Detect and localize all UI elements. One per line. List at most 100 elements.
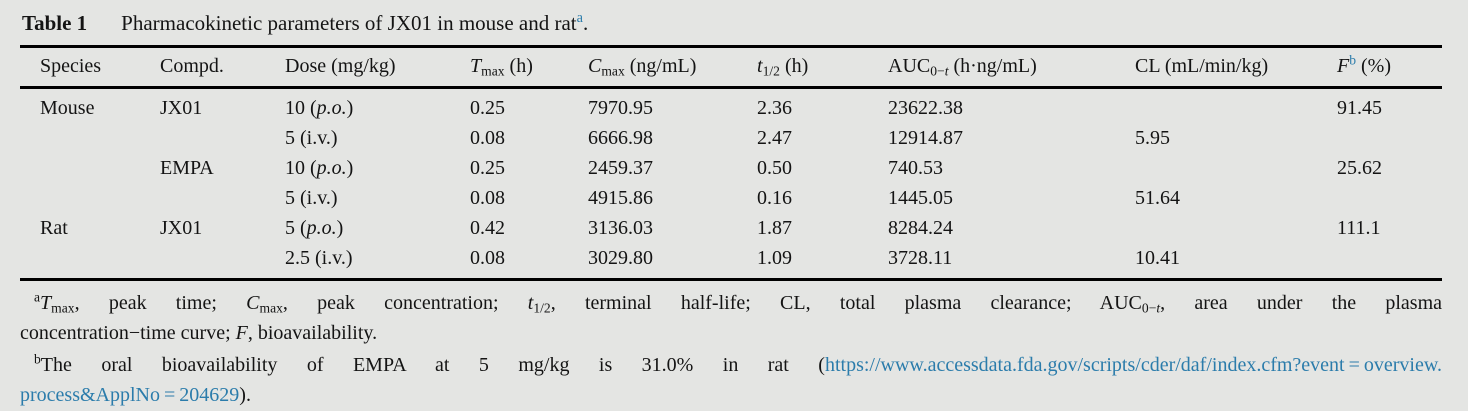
table-title: Table 1 Pharmacokinetic parameters of JX0… [20,0,1442,45]
cell-auc: 3728.11 [888,243,1135,280]
footnote-marker-a: a [576,10,583,27]
footnote-a-line: aTmax, peak time; Cmax, peak concentrati… [20,288,1442,318]
footnote-a-line: concentration−time curve; F, bioavailabi… [20,318,1442,348]
col-header-thalf: t1/2 (h) [757,46,888,89]
text-run: Dose (mg/kg) [285,55,396,77]
table-body: Mouse JX01 10 (p.o.) 0.25 7970.95 2.36 23622.3… [20,88,1442,280]
text-run: 0.08 [470,127,505,149]
text-run: 1.87 [757,217,792,239]
text-run: max [51,300,75,316]
text-run: p.o. [316,157,347,179]
text-run: 5 (i.v.) [285,187,338,209]
cell-compd: JX01 [160,213,285,243]
text-run: 91.45 [1337,97,1382,119]
cell-cl [1135,213,1337,243]
cell-dose: 10 (p.o.) [285,88,470,124]
cell-thalf: 2.36 [757,88,888,124]
text-run: , area under the plasma [1160,292,1443,314]
cell-auc: 23622.38 [888,88,1135,124]
cell-tmax: 0.42 [470,213,588,243]
text-run: , terminal half-life; CL, total plasma c… [550,292,1142,314]
text-run: (h·ng/mL) [948,55,1037,77]
col-header-dose: Dose (mg/kg) [285,46,470,89]
table-label: Table 1 [22,11,88,35]
cell-cl: 51.64 [1135,183,1337,213]
text-run: Rat [40,217,68,239]
text-run: 5 (i.v.) [285,127,338,149]
cell-tmax: 0.08 [470,243,588,280]
col-header-species: Species [20,46,160,89]
text-run: 10 ( [285,97,317,119]
cell-compd: EMPA [160,153,285,183]
cell-cl [1135,88,1337,124]
text-run: , peak time; [74,292,247,314]
text-run: 5.95 [1135,127,1170,149]
cell-compd [160,123,285,153]
text-run: 1.09 [757,247,792,269]
text-run: F [235,322,248,344]
cell-species [20,183,160,213]
footnote-b-line: bThe oral bioavailability of EMPA at 5 m… [20,350,1442,380]
cell-thalf: 0.16 [757,183,888,213]
cell-auc: 8284.24 [888,213,1135,243]
cell-tmax: 0.08 [470,183,588,213]
text-run: 3029.80 [588,247,653,269]
table-row: 2.5 (i.v.) 0.08 3029.80 1.09 3728.11 10.41 [20,243,1442,280]
cell-auc: 12914.87 [888,123,1135,153]
footnotes: aTmax, peak time; Cmax, peak concentrati… [20,288,1442,410]
text-run: 12914.87 [888,127,963,149]
text-run: , bioavailability. [247,322,378,344]
footnote-marker-b: b [1349,52,1357,68]
cell-cmax: 6666.98 [588,123,757,153]
text-run: t [527,292,534,314]
fda-link[interactable]: https://www.accessdata.fda.gov/scripts/c… [824,354,1442,376]
text-run: 2.36 [757,97,792,119]
text-run: JX01 [160,97,203,119]
cell-f [1337,183,1442,213]
cell-cl: 5.95 [1135,123,1337,153]
footnote-b: bThe oral bioavailability of EMPA at 5 m… [20,350,1442,410]
text-run: 6666.98 [588,127,653,149]
text-run: 2459.37 [588,157,653,179]
text-run: C [588,55,602,77]
cell-species: Mouse [20,88,160,124]
text-run: (%) [1356,55,1391,77]
cell-dose: 5 (p.o.) [285,213,470,243]
text-run: 4915.86 [588,187,653,209]
text-run: 10.41 [1135,247,1180,269]
text-run: CL (mL/min/kg) [1135,55,1269,77]
text-run: EMPA [160,157,214,179]
text-run: p.o. [306,217,337,239]
text-run: ) [346,97,354,119]
cell-cmax: 3029.80 [588,243,757,280]
col-header-auc: AUC0−t (h·ng/mL) [888,46,1135,89]
cell-compd [160,183,285,213]
text-run: (ng/mL) [624,55,697,77]
text-run: 25.62 [1337,157,1382,179]
pk-parameters-table: Species Compd. Dose (mg/kg) Tmax (h) Cmax (n… [20,45,1442,281]
text-run: t [944,63,949,79]
cell-f: 91.45 [1337,88,1442,124]
text-run: 10 ( [285,157,317,179]
text-run: Compd. [160,55,224,77]
cell-f: 25.62 [1337,153,1442,183]
text-run: 0.42 [470,217,505,239]
cell-cmax: 4915.86 [588,183,757,213]
table-caption: Pharmacokinetic parameters of JX01 in mo… [121,11,577,35]
text-run: Mouse [40,97,95,119]
text-run: T [470,55,482,77]
text-run: 0.50 [757,157,792,179]
table-row: 5 (i.v.) 0.08 4915.86 0.16 1445.05 51.64 [20,183,1442,213]
cell-f [1337,243,1442,280]
col-header-cmax: Cmax (ng/mL) [588,46,757,89]
text-run: 740.53 [888,157,943,179]
text-run: (h) [779,55,809,77]
cell-thalf: 2.47 [757,123,888,153]
col-header-tmax: Tmax (h) [470,46,588,89]
fda-link[interactable]: process&ApplNo = 204629 [20,384,240,406]
cell-dose: 10 (p.o.) [285,153,470,183]
cell-species [20,123,160,153]
cell-tmax: 0.25 [470,88,588,124]
text-run: , peak concentration; [282,292,528,314]
text-run: 8284.24 [888,217,953,239]
